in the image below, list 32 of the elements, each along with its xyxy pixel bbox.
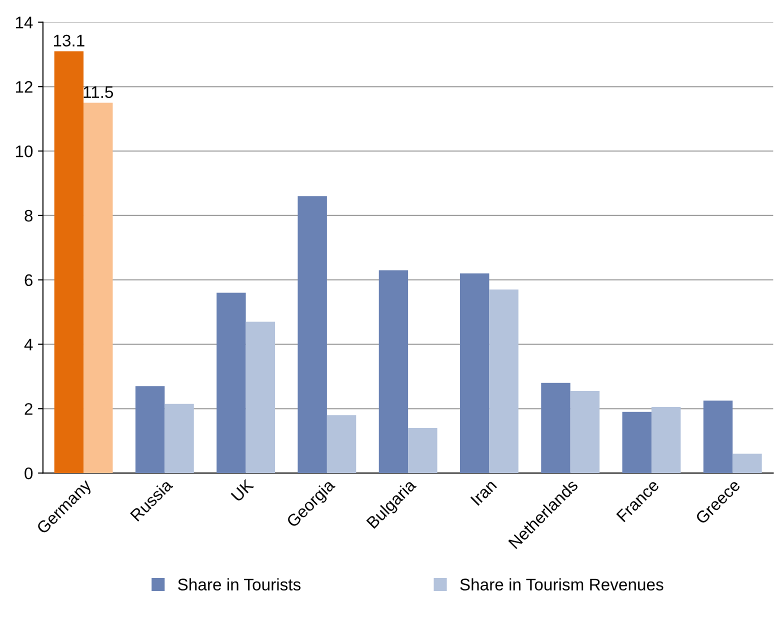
bar (732, 454, 762, 474)
x-tick-label: UK (230, 478, 254, 502)
bar (408, 428, 438, 474)
bar (489, 290, 518, 474)
data-label: 13.1 (54, 34, 84, 47)
bar (703, 400, 733, 474)
bar (460, 273, 490, 474)
data-label: 11.5 (84, 86, 114, 98)
bar (246, 322, 276, 474)
legend-label: Share in Tourism Revenues (460, 578, 664, 590)
bar (298, 196, 327, 474)
y-tick-label: 6 (24, 274, 32, 286)
y-tick-label: 10 (16, 145, 33, 158)
bar (54, 51, 84, 474)
bar (378, 270, 408, 474)
y-tick-label: 14 (16, 16, 33, 28)
bar (622, 412, 652, 474)
bar (216, 292, 246, 474)
bar (651, 407, 681, 474)
bar (164, 404, 194, 474)
legend-label: Share in Tourists (178, 578, 301, 590)
bar (135, 386, 165, 474)
bar (570, 390, 600, 474)
y-tick-label: 0 (24, 467, 33, 480)
bar (326, 415, 356, 474)
y-tick-label: 2 (24, 403, 32, 415)
y-tick-label: 4 (24, 338, 33, 350)
bar (541, 382, 570, 474)
y-tick-label: 12 (16, 81, 32, 93)
bar (84, 102, 113, 474)
y-tick-label: 8 (24, 210, 33, 222)
x-tick-label: Iran (470, 479, 498, 506)
